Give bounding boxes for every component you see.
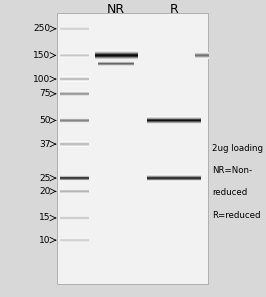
Bar [60, 91, 89, 92]
Bar [60, 30, 89, 31]
Bar [60, 189, 89, 190]
Text: R=reduced: R=reduced [212, 211, 261, 219]
Bar [60, 29, 89, 30]
Bar [60, 239, 89, 240]
Bar [60, 118, 89, 119]
Bar [60, 122, 89, 123]
Bar [60, 146, 89, 147]
Bar [60, 175, 89, 176]
Bar [95, 52, 138, 53]
Bar [60, 53, 89, 54]
Bar [95, 58, 138, 59]
Bar [60, 241, 89, 242]
Bar [95, 55, 138, 56]
Bar [60, 193, 89, 194]
Bar [60, 240, 89, 241]
Bar [60, 76, 89, 77]
Bar [60, 192, 89, 193]
Bar [60, 144, 89, 145]
Bar [95, 57, 138, 58]
Bar [60, 92, 89, 93]
Bar [60, 28, 89, 29]
Bar [60, 78, 89, 79]
Text: 75: 75 [39, 89, 50, 98]
Bar [60, 81, 89, 82]
Bar [60, 178, 89, 179]
Text: 250: 250 [33, 24, 50, 33]
Bar [60, 77, 89, 78]
Bar [60, 27, 89, 28]
Bar [60, 190, 89, 191]
Bar [60, 238, 89, 239]
Bar [60, 218, 89, 219]
Bar [60, 120, 89, 121]
Bar [60, 180, 89, 181]
Text: 20: 20 [39, 187, 50, 196]
Bar [60, 177, 89, 178]
Bar [60, 191, 89, 192]
Bar [95, 50, 138, 51]
Bar [60, 176, 89, 177]
Bar [60, 141, 89, 142]
Bar [95, 53, 138, 54]
Bar [60, 121, 89, 122]
Bar [60, 80, 89, 81]
Bar [60, 56, 89, 57]
Text: NR: NR [107, 3, 125, 16]
Bar [60, 143, 89, 144]
Bar [60, 95, 89, 96]
Bar [95, 51, 138, 52]
Text: NR=Non-: NR=Non- [212, 166, 252, 175]
Bar [60, 145, 89, 146]
Bar [60, 216, 89, 217]
Bar [60, 179, 89, 180]
Bar [57, 12, 207, 285]
Bar [95, 60, 138, 61]
Bar [60, 142, 89, 143]
Text: 15: 15 [39, 214, 50, 222]
Bar [60, 55, 89, 56]
Text: 150: 150 [33, 51, 50, 60]
Text: 50: 50 [39, 116, 50, 125]
Bar [60, 219, 89, 220]
Bar [95, 54, 138, 55]
Text: reduced: reduced [212, 188, 247, 197]
Bar [60, 96, 89, 97]
Text: 10: 10 [39, 236, 50, 245]
Bar [60, 93, 89, 94]
Text: 37: 37 [39, 140, 50, 148]
Text: 100: 100 [33, 75, 50, 83]
Bar [95, 56, 138, 57]
Bar [60, 57, 89, 58]
Text: 2ug loading: 2ug loading [212, 144, 263, 153]
Bar [60, 26, 89, 27]
Bar [60, 54, 89, 55]
Bar [60, 79, 89, 80]
Bar [60, 119, 89, 120]
Bar [95, 59, 138, 60]
Text: R: R [170, 3, 178, 16]
Bar [60, 217, 89, 218]
Bar [60, 94, 89, 95]
Text: 25: 25 [39, 173, 50, 183]
